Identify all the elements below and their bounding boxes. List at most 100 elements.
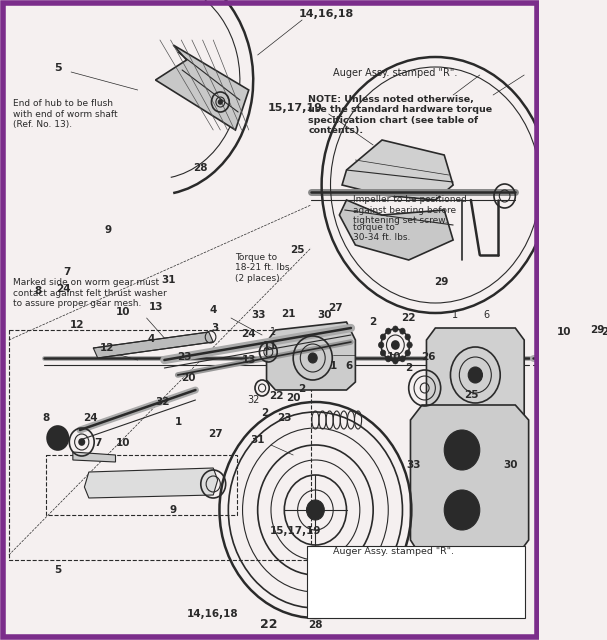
Text: 10: 10 <box>116 438 131 448</box>
Circle shape <box>452 438 473 462</box>
Polygon shape <box>586 348 606 368</box>
Circle shape <box>405 350 410 356</box>
Text: 10: 10 <box>387 352 401 362</box>
Text: 26: 26 <box>602 327 607 337</box>
Bar <box>9 330 311 560</box>
Text: 20: 20 <box>181 372 196 383</box>
Text: 29: 29 <box>434 276 449 287</box>
Polygon shape <box>551 348 569 367</box>
Text: 24: 24 <box>83 413 98 423</box>
Circle shape <box>79 439 84 445</box>
Circle shape <box>392 341 399 349</box>
Text: 31: 31 <box>161 275 175 285</box>
Polygon shape <box>73 452 115 462</box>
Text: 25: 25 <box>464 390 478 400</box>
Text: 7: 7 <box>94 438 101 448</box>
Circle shape <box>407 342 412 348</box>
Text: 3: 3 <box>211 323 219 333</box>
Polygon shape <box>591 348 607 367</box>
Text: 12: 12 <box>100 343 114 353</box>
Polygon shape <box>84 468 218 498</box>
Text: 28: 28 <box>308 620 323 630</box>
Text: Auger Assy. stamped "R".: Auger Assy. stamped "R". <box>333 68 458 78</box>
Text: 30: 30 <box>317 310 332 320</box>
Text: 32: 32 <box>155 397 170 407</box>
Circle shape <box>393 326 398 332</box>
Text: 15,17,19: 15,17,19 <box>270 526 321 536</box>
Text: 4: 4 <box>209 305 217 315</box>
Text: 10: 10 <box>557 327 571 337</box>
Text: 29: 29 <box>590 325 604 335</box>
Text: 20: 20 <box>286 393 300 403</box>
Circle shape <box>385 356 391 362</box>
Polygon shape <box>155 45 249 130</box>
Text: 24: 24 <box>56 284 71 294</box>
Text: 27: 27 <box>208 429 223 439</box>
Text: torque to
30-34 ft. lbs.: torque to 30-34 ft. lbs. <box>353 223 410 242</box>
Text: 13: 13 <box>149 302 164 312</box>
Text: End of hub to be flush
with end of worm shaft
(Ref. No. 13).: End of hub to be flush with end of worm … <box>13 99 118 129</box>
Text: 1: 1 <box>174 417 181 428</box>
Circle shape <box>307 500 324 520</box>
Polygon shape <box>427 328 524 428</box>
Circle shape <box>379 342 384 348</box>
Polygon shape <box>339 200 453 260</box>
Circle shape <box>444 430 480 470</box>
Text: 9: 9 <box>104 225 112 236</box>
Text: Marked side on worm gear must
contact against felt thrust washer
to assure prope: Marked side on worm gear must contact ag… <box>13 278 168 308</box>
Text: 14,16,18: 14,16,18 <box>299 9 354 19</box>
FancyBboxPatch shape <box>307 546 525 618</box>
Text: 10: 10 <box>115 307 130 317</box>
Text: 23: 23 <box>277 413 291 423</box>
Text: 2: 2 <box>405 363 412 373</box>
Circle shape <box>381 350 385 356</box>
Text: 1: 1 <box>452 310 458 320</box>
Text: 25: 25 <box>290 244 305 255</box>
Circle shape <box>47 426 69 450</box>
Text: 4: 4 <box>148 334 155 344</box>
Text: 2: 2 <box>299 384 306 394</box>
Text: 15,17,19: 15,17,19 <box>268 103 322 113</box>
Text: 30: 30 <box>504 460 518 470</box>
Text: NOTE: Unless noted otherwise,
use the standard hardware torque
specification cha: NOTE: Unless noted otherwise, use the st… <box>308 95 493 135</box>
Text: 7: 7 <box>64 267 71 277</box>
Text: 21: 21 <box>453 460 467 470</box>
Text: 14,16,18: 14,16,18 <box>187 609 239 620</box>
Text: 22: 22 <box>401 313 416 323</box>
Text: 13: 13 <box>242 355 256 365</box>
Text: 1: 1 <box>270 327 276 337</box>
Text: 6: 6 <box>484 310 490 320</box>
Text: Torque to
18-21 ft. lbs.
(2 places).: Torque to 18-21 ft. lbs. (2 places). <box>234 253 292 283</box>
Circle shape <box>308 353 317 363</box>
Circle shape <box>400 328 405 334</box>
Text: 8: 8 <box>42 413 50 423</box>
Text: 8: 8 <box>34 286 41 296</box>
Bar <box>46 455 237 515</box>
Text: 9: 9 <box>170 505 177 515</box>
Text: Impeller to be positioned
against bearing before
tightening set screw.: Impeller to be positioned against bearin… <box>353 195 467 225</box>
Circle shape <box>452 498 473 522</box>
Circle shape <box>468 367 483 383</box>
Text: 26: 26 <box>421 352 436 362</box>
Text: 22: 22 <box>260 618 278 632</box>
Text: 1: 1 <box>330 361 337 371</box>
Text: 11: 11 <box>262 340 277 351</box>
Text: 33: 33 <box>406 460 421 470</box>
Circle shape <box>393 358 398 364</box>
Polygon shape <box>342 140 453 200</box>
Text: 6: 6 <box>346 361 353 371</box>
Text: 27: 27 <box>328 303 342 313</box>
Text: 24: 24 <box>241 329 256 339</box>
Circle shape <box>405 334 410 340</box>
Circle shape <box>381 334 385 340</box>
Circle shape <box>444 490 480 530</box>
Text: 5: 5 <box>55 564 62 575</box>
Circle shape <box>385 328 391 334</box>
Text: 2: 2 <box>370 317 377 327</box>
Text: 31: 31 <box>251 435 265 445</box>
Text: 33: 33 <box>252 310 266 320</box>
Polygon shape <box>93 332 213 358</box>
Text: 2: 2 <box>260 408 268 418</box>
Polygon shape <box>410 405 529 558</box>
Text: 12: 12 <box>69 320 84 330</box>
